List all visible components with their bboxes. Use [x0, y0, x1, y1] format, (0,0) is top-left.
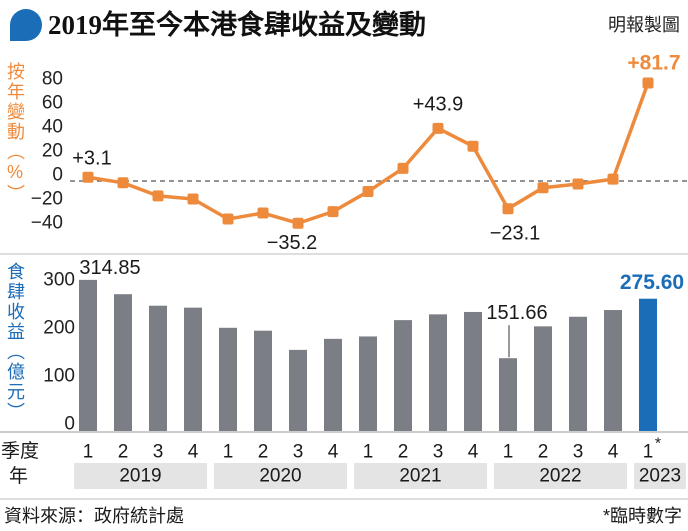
year-band — [494, 463, 627, 489]
credit-label: 明報製圖 — [608, 15, 680, 35]
bar-chart-ylabel: 食肆收益（億元） — [5, 262, 25, 422]
yoy-change-point — [257, 207, 269, 219]
revenue-bar — [499, 358, 517, 431]
revenue-bar — [184, 307, 202, 431]
quarter-label: 2 — [118, 442, 129, 463]
revenue-data-label: 151.66 — [486, 302, 547, 324]
yoy-change-point — [572, 178, 584, 190]
revenue-bar — [604, 310, 622, 431]
year-label: 2022 — [539, 466, 581, 487]
quarter-label: 1 — [643, 442, 654, 463]
revenue-bar — [149, 305, 167, 431]
quarter-label: 4 — [188, 442, 199, 463]
quarter-label: 1 — [223, 442, 234, 463]
quarter-label: 4 — [608, 442, 619, 463]
yoy-change-point — [152, 190, 164, 202]
yoy-change-point — [397, 162, 409, 174]
yoy-change-point — [432, 122, 444, 134]
quarter-label: 1 — [503, 442, 514, 463]
revenue-bar — [219, 327, 237, 431]
quarter-label: 3 — [433, 442, 444, 463]
yoy-data-label: +43.9 — [413, 93, 464, 115]
yoy-data-label: −35.2 — [267, 232, 318, 254]
quarter-label: 4 — [468, 442, 479, 463]
quarter-label: 1 — [363, 442, 374, 463]
source-note: 資料來源：政府統計處 — [4, 506, 184, 526]
revenue-bar — [464, 311, 482, 431]
line-chart-ylabel: 按年變動（%） — [5, 62, 25, 204]
revenue-bar-highlight — [639, 298, 657, 431]
quarter-label: 2 — [258, 442, 269, 463]
revenue-bar — [429, 314, 447, 431]
line-y-tick-label: 0 — [52, 165, 63, 186]
quarter-label: 3 — [153, 442, 164, 463]
yoy-change-point — [607, 173, 619, 185]
revenue-bar — [324, 338, 342, 431]
yoy-data-label: −23.1 — [490, 223, 541, 245]
revenue-bar — [114, 294, 132, 431]
yoy-change-point — [537, 182, 549, 194]
yoy-change-point — [467, 140, 479, 152]
quarter-label: 2 — [538, 442, 549, 463]
yoy-change-point — [292, 217, 304, 229]
revenue-bar — [79, 279, 97, 431]
revenue-bar — [359, 336, 377, 431]
revenue-data-label: 314.85 — [79, 257, 140, 279]
year-axis-title: 年 — [9, 466, 29, 487]
yoy-change-point — [362, 186, 374, 198]
yoy-change-point — [187, 193, 199, 205]
speech-bubble-icon — [10, 9, 42, 41]
year-band — [214, 463, 347, 489]
bar-y-tick-label: 200 — [43, 318, 75, 339]
bar-y-tick-label: 0 — [64, 414, 75, 435]
line-y-tick-label: 40 — [42, 117, 63, 138]
year-band — [634, 463, 686, 489]
line-y-tick-label: 80 — [42, 69, 63, 90]
quarter-label: 3 — [293, 442, 304, 463]
yoy-data-label: +81.7 — [627, 51, 680, 74]
line-y-tick-label: −40 — [31, 213, 63, 234]
quarter-label: 3 — [573, 442, 584, 463]
bar-y-tick-label: 300 — [43, 270, 75, 291]
year-label: 2019 — [119, 466, 161, 487]
year-band — [74, 463, 207, 489]
revenue-bar — [394, 320, 412, 431]
quarter-label: 1 — [83, 442, 94, 463]
chart-title: 2019年至今本港食肆收益及變動 — [48, 10, 426, 40]
yoy-change-point — [327, 206, 339, 218]
revenue-bar — [534, 326, 552, 431]
year-band — [354, 463, 487, 489]
revenue-bar — [569, 316, 587, 431]
quarter-label: 4 — [328, 442, 339, 463]
year-label: 2023 — [639, 466, 681, 487]
line-y-tick-label: −20 — [31, 189, 63, 210]
yoy-change-line — [87, 82, 650, 225]
year-label: 2021 — [399, 466, 441, 487]
line-y-tick-label: 20 — [42, 141, 63, 162]
provisional-note: *臨時數字 — [602, 506, 682, 526]
revenue-data-label: 275.60 — [620, 271, 684, 294]
yoy-change-point — [502, 203, 514, 215]
provisional-mark: * — [655, 436, 661, 453]
bar-y-tick-label: 100 — [43, 366, 75, 387]
yoy-change-point — [82, 171, 94, 183]
quarter-axis-title: 季度 — [1, 441, 40, 462]
yoy-change-point — [117, 177, 129, 189]
revenue-bar — [289, 349, 307, 431]
yoy-change-point — [222, 213, 234, 225]
yoy-change-point — [642, 77, 654, 89]
quarter-label: 2 — [398, 442, 409, 463]
line-y-tick-label: 60 — [42, 93, 63, 114]
year-label: 2020 — [259, 466, 301, 487]
yoy-data-label: +3.1 — [72, 147, 111, 169]
revenue-bar — [254, 330, 272, 431]
